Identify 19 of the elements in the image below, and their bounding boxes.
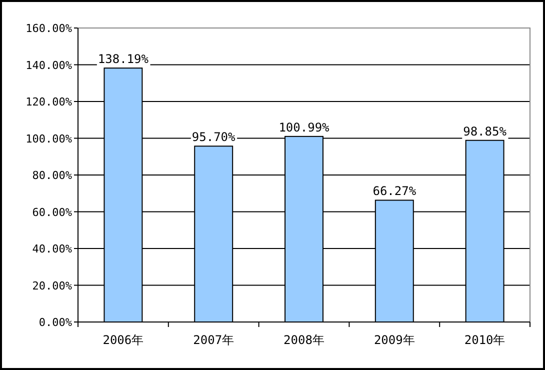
x-tick-label: 2008年 [284,333,324,347]
data-label: 66.27% [372,184,417,198]
x-tick-label: 2010年 [464,333,506,347]
y-tick-label: 20.00% [32,279,72,292]
data-label: 100.99% [278,120,330,134]
y-tick-label: 160.00% [26,22,72,35]
y-tick-label: 40.00% [32,242,72,256]
data-label: 98.85% [463,124,508,138]
data-label: 95.70% [192,130,236,144]
x-tick-label: 2006年 [102,333,144,347]
y-tick-label: 120.00% [26,96,72,108]
data-label: 138.19% [98,52,150,66]
x-tick-label: 2007年 [193,333,234,347]
y-tick-label: 100.00% [26,132,72,146]
x-tick-label: 2009年 [374,333,415,347]
y-tick-label: 80.00% [32,169,72,182]
y-tick-label: 140.00% [26,58,72,72]
y-tick-label: 60.00% [32,206,72,219]
y-tick-label: 0.00% [38,316,72,329]
